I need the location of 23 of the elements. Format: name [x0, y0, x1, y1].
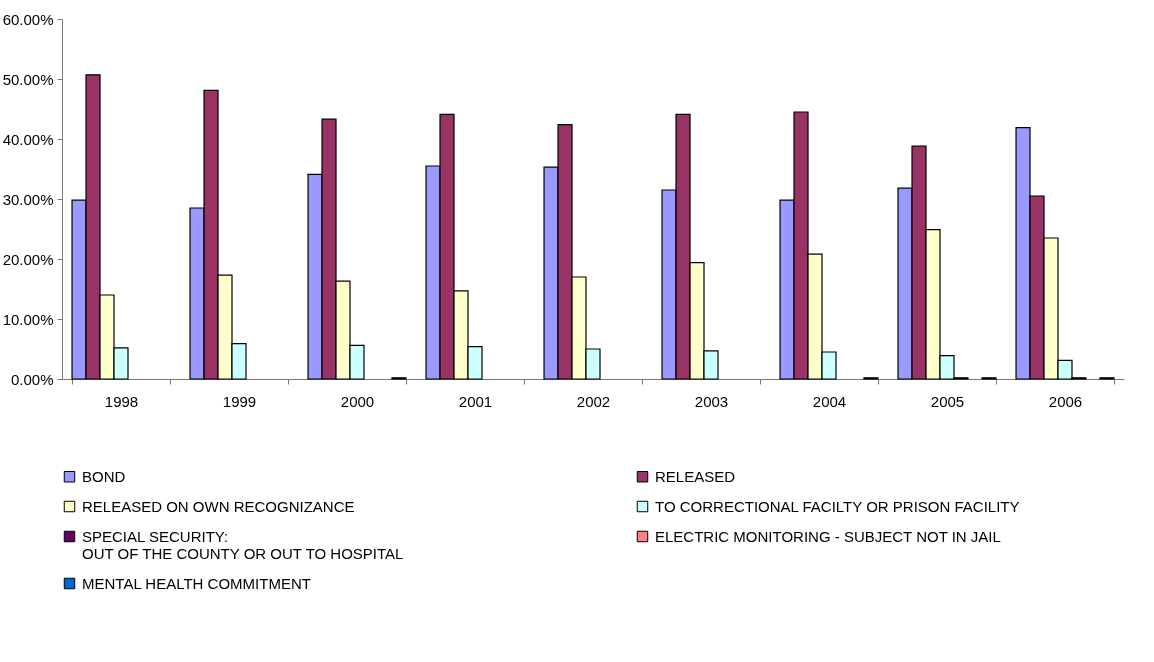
x-tick-label: 1999 — [222, 392, 257, 410]
y-tick-label: 10.00% — [2, 310, 54, 328]
x-tick-label: 1998 — [104, 392, 139, 410]
legend-label: BOND — [82, 467, 126, 485]
x-tick-label: 2003 — [694, 392, 729, 410]
y-tick-label: 50.00% — [2, 70, 54, 88]
x-tick-label: 2005 — [930, 392, 965, 410]
x-tick-label: 2000 — [340, 392, 375, 410]
x-tick-label: 2004 — [812, 392, 847, 410]
legend-label: TO CORRECTIONAL FACILTY OR PRISON FACILITY — [655, 497, 1020, 515]
legend-label: SPECIAL SECURITY: OUT OF THE COUNTY OR OUT TO HOSPITAL — [82, 527, 404, 562]
y-tick-label: 30.00% — [2, 190, 54, 208]
y-tick-label: 20.00% — [2, 250, 54, 268]
x-tick-label: 2001 — [458, 392, 493, 410]
y-tick-label: 60.00% — [2, 10, 54, 28]
legend-label: RELEASED ON OWN RECOGNIZANCE — [82, 497, 355, 515]
y-tick-label: 0.00% — [10, 370, 54, 388]
x-tick-label: 2006 — [1048, 392, 1083, 410]
legend-label: ELECTRIC MONITORING - SUBJECT NOT IN JAIL — [655, 527, 1001, 545]
legend-label: MENTAL HEALTH COMMITMENT — [82, 574, 311, 592]
y-tick-label: 40.00% — [2, 130, 54, 148]
x-tick-label: 2002 — [576, 392, 611, 410]
legend-label: RELEASED — [655, 467, 736, 485]
